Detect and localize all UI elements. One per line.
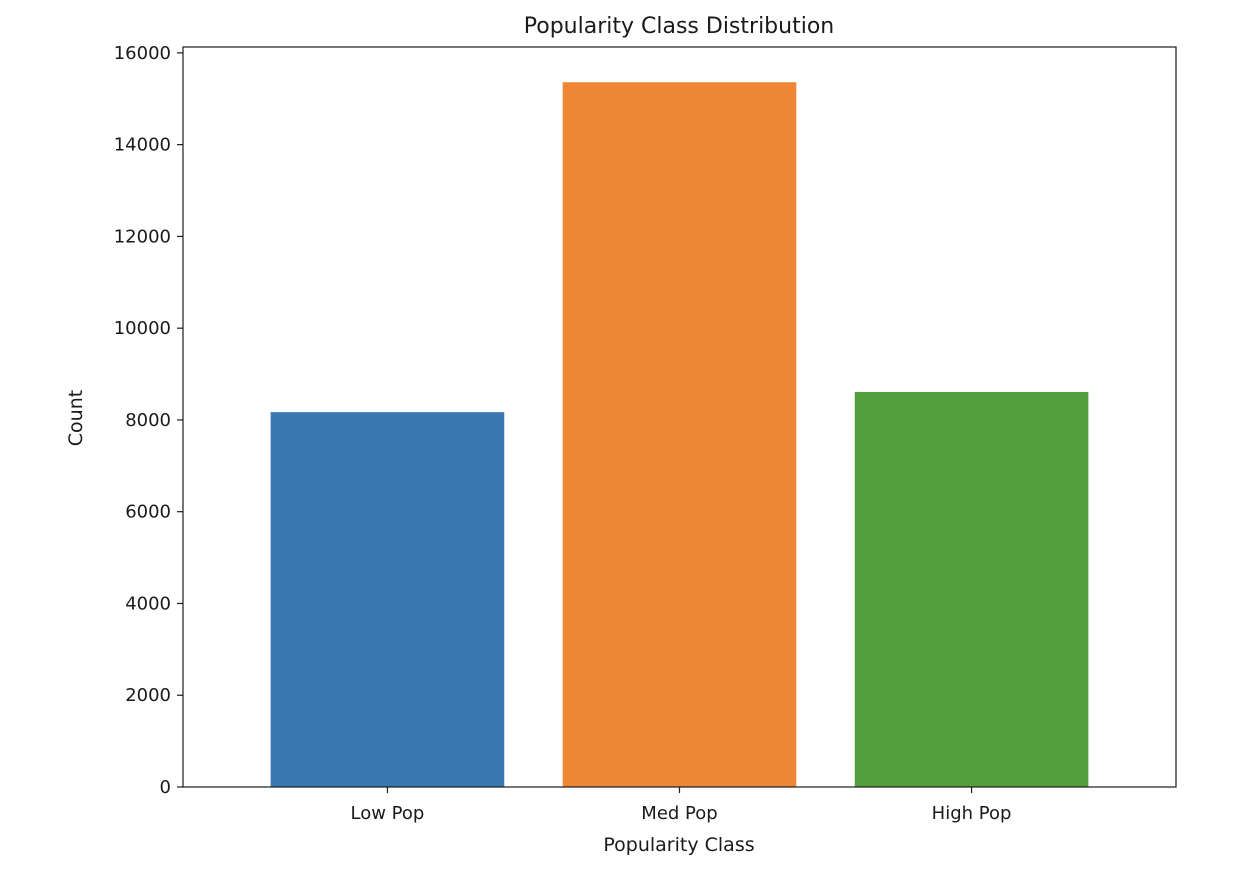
y-tick-label: 12000 xyxy=(114,226,171,247)
y-tick-label: 14000 xyxy=(114,135,171,156)
x-axis-label: Popularity Class xyxy=(603,834,754,856)
y-tick-label: 6000 xyxy=(125,502,171,523)
y-tick-label: 10000 xyxy=(114,318,171,339)
chart-title: Popularity Class Distribution xyxy=(524,14,834,39)
x-tick-label: Med Pop xyxy=(641,803,717,824)
bars-group xyxy=(270,82,1089,787)
y-axis-ticks: 0 2000 4000 6000 8000 10000 12000 14000 16000 xyxy=(114,43,183,798)
x-tick-label: Low Pop xyxy=(351,803,425,824)
y-tick-label: 4000 xyxy=(125,593,171,614)
bar-med-pop xyxy=(562,82,797,787)
y-axis-label: Count xyxy=(65,390,87,446)
bar-low-pop xyxy=(270,412,505,787)
plot-frame xyxy=(182,46,1177,788)
bar-high-pop xyxy=(854,391,1089,787)
y-tick-label: 0 xyxy=(160,777,171,798)
x-axis-ticks: Low Pop Med Pop High Pop xyxy=(351,787,1012,824)
y-tick-label: 2000 xyxy=(125,685,171,706)
x-tick-label: High Pop xyxy=(932,803,1012,824)
y-tick-label: 8000 xyxy=(125,410,171,431)
y-tick-label: 16000 xyxy=(114,43,171,64)
